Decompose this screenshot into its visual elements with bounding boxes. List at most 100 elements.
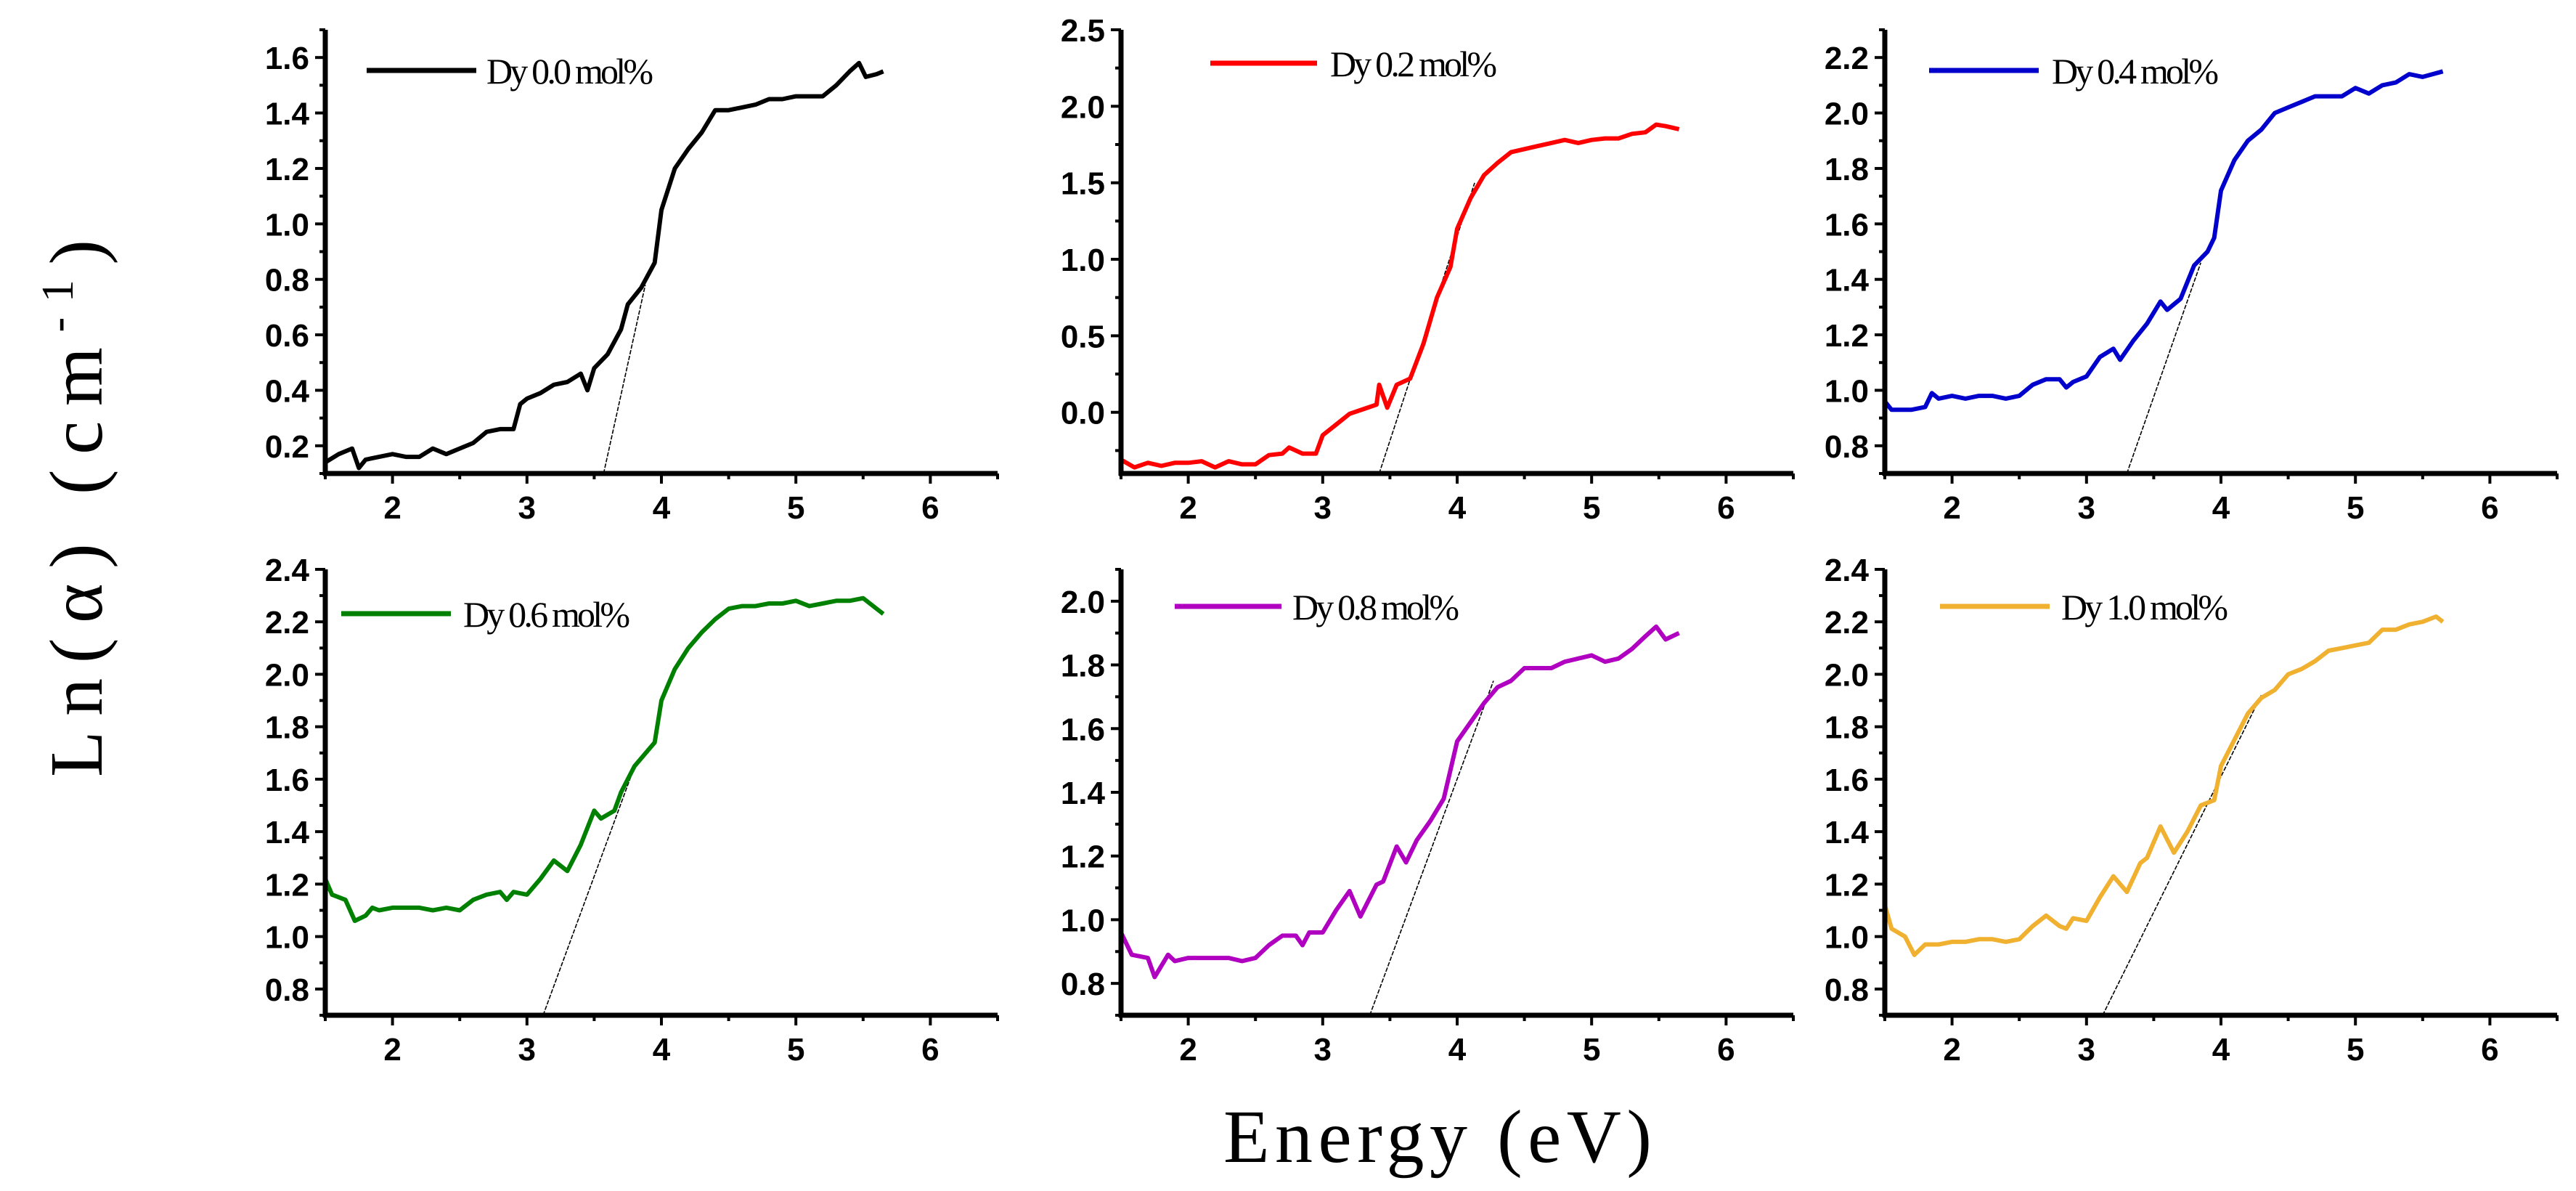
y-tick-label: 1.2 [1825, 318, 1869, 354]
y-tick-label: 1.4 [265, 97, 310, 132]
x-tick-label: 4 [2212, 1032, 2230, 1068]
y-tick-label: 1.4 [265, 815, 310, 850]
y-tick-label: 1.8 [1825, 152, 1869, 187]
y-tick-label: 1.6 [265, 41, 309, 76]
x-tick-label: 4 [1448, 490, 1467, 526]
panel-2: 2 3 4 5 6 0.0 0.5 1.0 1.5 2.0 2.5 Dy 0.2 mol% [1061, 13, 1795, 526]
y-tick-label: 0.0 [1061, 396, 1105, 431]
y-tick-label: 1.0 [1061, 903, 1105, 938]
y-axis-title-main: Ln(α) (cm [35, 347, 118, 777]
y-tick-label: 2.2 [265, 605, 309, 641]
y-tick-label: 0.8 [1825, 429, 1869, 465]
y-tick-label: 2.0 [1061, 89, 1105, 125]
legend-label: Dy 0.2 mol% [1330, 44, 1497, 84]
panel-3: 2 3 4 5 6 0.8 1.0 1.2 1.4 1.6 1.8 2.0 2.2 Dy 0.4 mol% [1825, 28, 2559, 526]
y-tick-label: 0.4 [265, 373, 310, 409]
x-tick-label: 3 [518, 1032, 536, 1068]
legend: Dy 0.6 mol% [341, 594, 630, 635]
tangent-line [542, 773, 633, 1016]
x-tick-label: 6 [1717, 1032, 1735, 1068]
series-line [324, 60, 884, 471]
x-tick-label: 2 [1943, 490, 1960, 526]
y-tick-label: 0.8 [265, 972, 309, 1008]
y-tick-label: 1.2 [265, 867, 309, 903]
x-tick-label: 2 [383, 1032, 401, 1068]
series-line [1883, 69, 2444, 412]
panel-4: 2 3 4 5 6 0.8 1.0 1.2 1.4 1.6 1.8 2.0 2.2 2.4 Dy 0.6 m… [265, 553, 999, 1068]
y-axis-title-close: ) [35, 240, 118, 265]
x-tick-label: 3 [518, 490, 536, 526]
y-tick-label: 1.8 [1061, 649, 1105, 684]
y-tick-label: 2.0 [265, 657, 309, 693]
tangent-line [603, 285, 646, 474]
series-line [323, 596, 885, 923]
y-tick-label: 1.4 [1061, 776, 1106, 811]
y-tick-label: 2.0 [1061, 585, 1105, 620]
legend-label: Dy 0.4 mol% [2052, 51, 2219, 92]
y-tick-label: 1.0 [265, 920, 309, 956]
y-tick-label: 2.0 [1825, 97, 1869, 132]
tangent-line [2126, 262, 2201, 474]
panel-5: 2 3 4 5 6 0.8 1.0 1.2 1.4 1.6 1.8 2.0 Dy 0.8 mol% [1061, 568, 1795, 1068]
y-tick-label: 0.8 [1061, 967, 1105, 1002]
x-tick-label: 3 [1314, 490, 1332, 526]
x-tick-label: 4 [2212, 490, 2230, 526]
y-tick-label: 1.2 [265, 152, 309, 187]
x-tick-label: 4 [653, 490, 671, 526]
x-tick-label: 6 [1717, 490, 1735, 526]
x-tick-label: 3 [1314, 1032, 1332, 1068]
x-tick-label: 2 [1179, 1032, 1197, 1068]
y-tick-label: 2.5 [1061, 13, 1105, 49]
panel-6: 2 3 4 5 6 0.8 1.0 1.2 1.4 1.6 1.8 2.0 2.2 2.4 Dy 1.0 m… [1825, 553, 2559, 1068]
y-tick-label: 1.8 [1825, 710, 1869, 746]
panels: 2 3 4 5 6 0.2 0.4 0.6 0.8 1.0 1.2 1.4 1.6 Dy 0.0 mol%… [265, 13, 2559, 1068]
x-tick-label: 2 [1943, 1032, 1960, 1068]
x-tick-label: 5 [2347, 490, 2364, 526]
x-tick-label: 3 [2078, 1032, 2095, 1068]
x-tick-label: 3 [2078, 490, 2095, 526]
y-tick-label: 1.8 [265, 710, 309, 746]
y-axis-title-superscript: -1 [33, 280, 83, 332]
series-line [1119, 624, 1680, 980]
y-tick-label: 1.4 [1825, 263, 1870, 298]
y-tick-label: 1.5 [1061, 166, 1105, 202]
x-tick-label: 5 [787, 1032, 804, 1068]
y-tick-label: 1.0 [265, 207, 309, 243]
x-tick-label: 4 [1448, 1032, 1467, 1068]
legend-label: Dy 0.8 mol% [1292, 587, 1459, 627]
x-axis-title: Energy (eV) [1223, 1095, 1652, 1179]
legend: Dy 0.0 mol% [367, 51, 653, 92]
y-tick-label: 0.5 [1061, 319, 1105, 354]
x-tick-label: 2 [383, 490, 401, 526]
y-axis-title: Ln(α) (cm -1) [33, 240, 118, 777]
y-tick-label: 1.2 [1061, 840, 1105, 875]
legend-label: Dy 1.0 mol% [2061, 587, 2228, 627]
x-tick-label: 5 [1583, 1032, 1600, 1068]
tangent-line [2102, 695, 2262, 1016]
y-tick-label: 1.0 [1061, 243, 1105, 278]
series-line [1120, 122, 1680, 470]
y-tick-label: 1.0 [1825, 920, 1869, 956]
x-tick-label: 2 [1179, 490, 1197, 526]
y-tick-label: 1.6 [1825, 763, 1869, 798]
tangent-line [1369, 680, 1494, 1016]
y-tick-label: 1.4 [1825, 815, 1870, 850]
series-line [1883, 614, 2445, 957]
legend: Dy 0.8 mol% [1175, 587, 1459, 627]
y-tick-label: 0.6 [265, 318, 309, 354]
legend: Dy 1.0 mol% [1940, 587, 2228, 627]
y-tick-label: 1.6 [1825, 207, 1869, 243]
legend-label: Dy 0.6 mol% [463, 594, 630, 635]
legend: Dy 0.4 mol% [1929, 51, 2219, 92]
y-tick-label: 0.8 [265, 263, 309, 298]
y-tick-label: 1.0 [1825, 373, 1869, 409]
y-tick-label: 2.4 [1825, 553, 1870, 588]
y-tick-label: 2.4 [265, 553, 310, 588]
x-tick-label: 5 [2347, 1032, 2364, 1068]
y-tick-label: 2.2 [1825, 605, 1869, 641]
x-tick-label: 5 [1583, 490, 1600, 526]
y-tick-label: 2.0 [1825, 657, 1869, 693]
legend-label: Dy 0.0 mol% [486, 51, 653, 92]
x-tick-label: 6 [2481, 490, 2498, 526]
y-tick-label: 0.2 [265, 429, 309, 465]
